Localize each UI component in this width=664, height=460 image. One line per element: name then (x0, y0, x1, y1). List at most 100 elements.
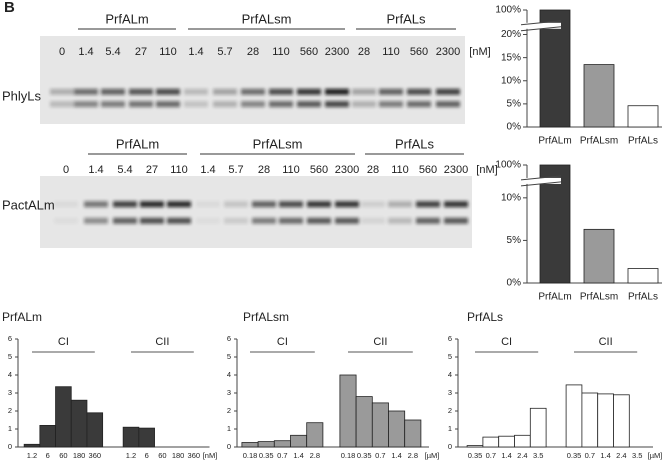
bar (257, 441, 275, 448)
gel-band (196, 201, 220, 208)
group-label: CI (501, 336, 512, 348)
gel-band (444, 201, 468, 208)
gel-label: PactALm (2, 197, 55, 212)
gel-band (196, 217, 220, 224)
bar (70, 399, 88, 448)
lane-label: 1.4 (88, 164, 103, 176)
lane-label: 1.4 (188, 46, 203, 58)
axis-break-mark (520, 181, 562, 187)
gel-band (407, 88, 431, 95)
gel-band (335, 201, 359, 208)
lane-label: 110 (159, 46, 177, 58)
y-tick-label: 100% (495, 160, 521, 171)
gel-band (184, 101, 208, 108)
y-tick-label: 4 (227, 370, 231, 379)
gel-band (224, 217, 248, 224)
lane-label: 5.7 (217, 46, 232, 58)
group-label: CII (599, 336, 613, 348)
group-label-bg (53, 336, 74, 348)
lane-label: 560 (310, 164, 328, 176)
lane-label: 110 (382, 46, 400, 58)
gel-band (416, 201, 440, 208)
x-tick-label: 0.35 (259, 451, 274, 460)
x-tick-label: 2.8 (310, 451, 320, 460)
gel-band (307, 201, 331, 208)
y-tick-label: 4 (8, 370, 12, 379)
lane-label: 27 (135, 46, 147, 58)
bar (529, 407, 547, 448)
bar (138, 427, 155, 448)
bar (23, 443, 41, 448)
gel-band (407, 101, 431, 108)
gel-band (156, 101, 180, 108)
gel-band (213, 88, 237, 95)
bar (241, 442, 259, 448)
y-tick-label: 0 (448, 442, 452, 451)
gel-band (241, 88, 265, 95)
bar (466, 445, 484, 448)
gel-band (50, 88, 74, 95)
group-header: PrfALsm (242, 11, 292, 26)
gel-band (379, 88, 403, 95)
y-tick-label: 5 (8, 352, 12, 361)
bar (122, 426, 140, 448)
gel-band (436, 101, 460, 108)
x-tick-label: 1.4 (391, 451, 401, 460)
gel-image (40, 36, 465, 124)
lane-label: 2300 (325, 46, 349, 58)
gel-band (436, 88, 460, 95)
bar (371, 402, 389, 448)
lane-label: 1.4 (200, 164, 215, 176)
y-tick-label: 6 (227, 334, 231, 343)
y-tick-label: 6 (448, 334, 452, 343)
y-tick-label: 2 (227, 406, 231, 415)
x-tick-label: 180 (73, 451, 86, 460)
lane-label: 5.4 (105, 46, 120, 58)
y-tick-label: 20% (501, 29, 521, 40)
gel-band (74, 88, 98, 95)
gel-band (388, 217, 412, 224)
lane-label: 1.4 (78, 46, 93, 58)
bar (498, 435, 515, 448)
bar (55, 386, 72, 448)
y-tick-label: 3 (227, 388, 231, 397)
gel-band (54, 217, 78, 224)
y-tick-label: 2 (8, 406, 12, 415)
gel-band (140, 201, 164, 208)
x-tick-label: 0.18 (243, 451, 258, 460)
group-header: PrfALs (386, 11, 426, 26)
gel-band (156, 88, 180, 95)
y-tick-label: 1 (8, 424, 12, 433)
gel-band (184, 88, 208, 95)
lane-label: 560 (410, 46, 428, 58)
x-tick-label: 0.7 (585, 451, 595, 460)
group-label-bg (152, 336, 173, 348)
gel-band (113, 201, 137, 208)
group-label: CII (155, 336, 169, 348)
x-unit: [µM] (648, 451, 663, 460)
bar (339, 374, 357, 448)
x-tick-label: 0.35 (357, 451, 372, 460)
bar (597, 393, 614, 448)
lane-label: 110 (391, 164, 409, 176)
group-label-bg (595, 336, 616, 348)
lane-label: 28 (258, 164, 270, 176)
x-tick-label: 1.2 (126, 451, 136, 460)
lane-label: 5.7 (228, 164, 243, 176)
gel-band (352, 88, 376, 95)
bar (514, 434, 531, 448)
group-label-bg (496, 336, 517, 348)
gel-band (307, 217, 331, 224)
gel-band (74, 101, 98, 108)
x-tick-label: PrfALm (538, 292, 571, 303)
gel-band (50, 101, 74, 108)
gel-band (84, 201, 108, 208)
x-tick-label: 0.18 (341, 451, 356, 460)
gel-band (416, 217, 440, 224)
x-tick-label: 3.5 (533, 451, 543, 460)
bar (581, 392, 599, 448)
bar (273, 440, 291, 448)
chart-title: PrfALsm (243, 310, 289, 324)
lane-label: 5.4 (117, 164, 132, 176)
